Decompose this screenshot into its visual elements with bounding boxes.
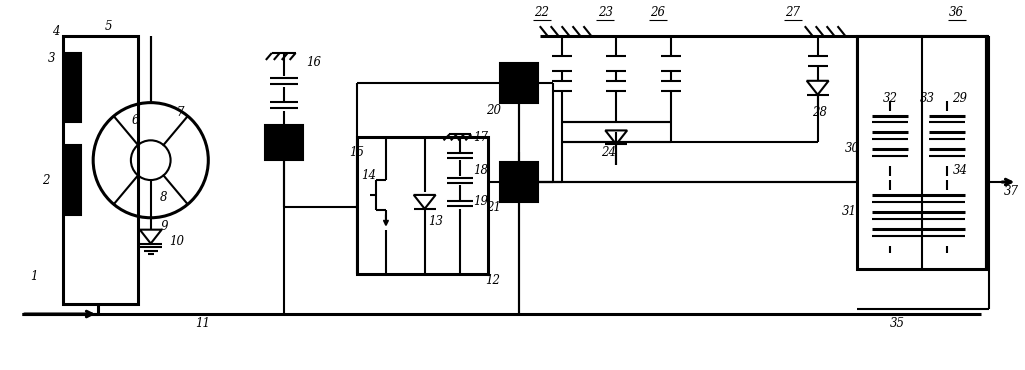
Text: 20: 20 [486,104,500,117]
Bar [67,53,81,122]
Bar [500,63,538,102]
Text: 33: 33 [919,92,935,105]
Bar [64,36,137,304]
Text: 27: 27 [785,6,801,19]
Text: 32: 32 [883,92,898,105]
Text: 9: 9 [161,220,168,233]
Bar [357,137,488,274]
Bar [500,162,538,202]
Text: 12: 12 [486,274,500,287]
Text: 31: 31 [842,205,857,218]
Text: 15: 15 [348,146,364,159]
Text: 26: 26 [651,6,665,19]
Text: 3: 3 [48,53,55,65]
Text: 34: 34 [953,164,968,176]
Text: 17: 17 [473,131,488,144]
Bar [67,145,81,215]
Text: 11: 11 [195,317,210,330]
Text: 6: 6 [132,114,139,127]
Text: 2: 2 [42,174,49,186]
Text: 21: 21 [486,201,500,214]
Bar [264,125,302,160]
Text: 13: 13 [428,215,443,228]
Text: 10: 10 [169,235,184,248]
Text: 19: 19 [473,195,488,208]
Text: 29: 29 [952,92,968,105]
Text: 8: 8 [160,191,167,204]
Text: 23: 23 [598,6,613,19]
Text: 4: 4 [51,25,59,38]
Text: 16: 16 [306,56,321,70]
Text: 36: 36 [949,6,965,19]
Text: 30: 30 [845,142,860,155]
Text: 7: 7 [176,106,184,119]
Text: 22: 22 [534,6,549,19]
Bar [857,36,986,269]
Text: 18: 18 [473,164,488,176]
Text: 24: 24 [601,146,616,159]
Text: 1: 1 [30,270,37,283]
Text: 14: 14 [362,169,376,182]
Text: 35: 35 [890,317,905,330]
Text: 5: 5 [105,20,112,33]
Text: 37: 37 [1003,185,1019,198]
Text: 28: 28 [812,106,827,119]
